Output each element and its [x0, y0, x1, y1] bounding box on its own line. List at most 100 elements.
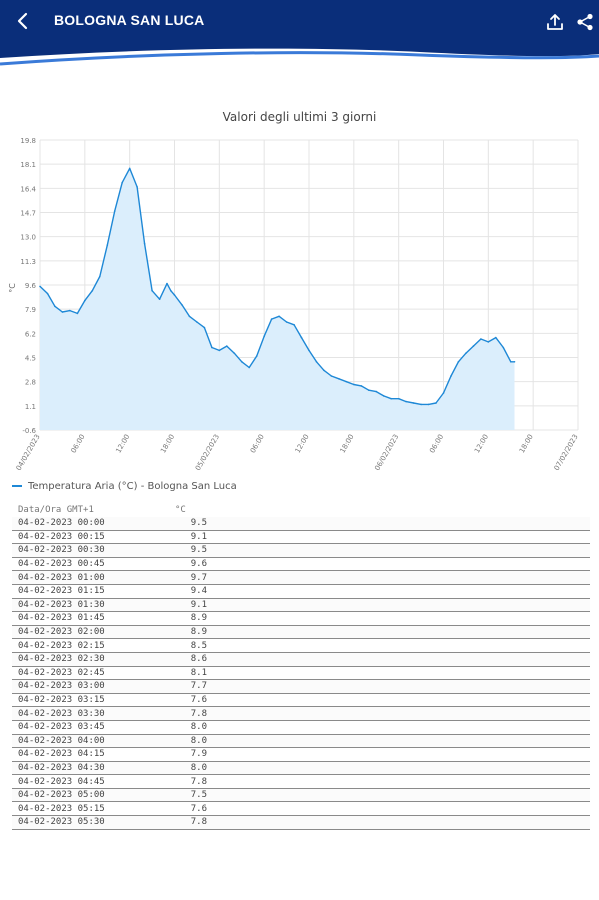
app-header: BOLOGNA SAN LUCA	[0, 0, 599, 74]
table-header-date: Data/Ora GMT+1	[18, 505, 94, 515]
data-point	[513, 361, 516, 363]
table-cell-date: 04-02-2023 04:00	[18, 735, 105, 746]
upload-icon	[547, 14, 563, 30]
data-point	[203, 326, 206, 329]
data-point	[345, 380, 348, 383]
data-point	[76, 312, 79, 315]
data-point	[241, 361, 243, 363]
data-point	[143, 243, 146, 245]
table-cell-value: 9.6	[190, 559, 207, 570]
table-row: 04-02-2023 01:00 9.7	[12, 571, 590, 585]
table-cell-date: 04-02-2023 03:30	[18, 708, 105, 719]
table-cell-value: 9.5	[190, 518, 207, 529]
x-tick-label: 12:00	[114, 433, 131, 454]
x-tick-label: 06:00	[428, 433, 445, 454]
table-cell-date: 04-02-2023 04:45	[18, 776, 105, 787]
data-point	[300, 336, 303, 339]
y-tick-label: 2.8	[25, 379, 36, 387]
data-point	[263, 335, 266, 337]
data-point	[472, 345, 475, 347]
data-point	[480, 338, 482, 340]
export-button[interactable]	[542, 9, 568, 35]
table-cell-value: 8.5	[190, 640, 207, 651]
share-button[interactable]	[572, 9, 598, 35]
table-row: 04-02-2023 04:00 8.0	[12, 734, 590, 749]
data-point	[170, 289, 172, 292]
table-cell-value: 7.8	[190, 776, 207, 787]
data-point	[315, 361, 318, 363]
x-tick-label: 18:00	[159, 433, 176, 454]
table-cell-value: 7.7	[190, 681, 207, 692]
y-tick-label: 7.9	[25, 306, 36, 314]
data-point	[226, 345, 228, 347]
table-cell-date: 04-02-2023 02:00	[18, 627, 105, 638]
table-cell-date: 04-02-2023 05:15	[18, 803, 105, 814]
data-point	[211, 346, 213, 349]
data-point	[233, 352, 236, 354]
data-point	[255, 355, 258, 357]
data-point	[293, 324, 295, 326]
table-cell-date: 04-02-2023 01:00	[18, 572, 105, 583]
table-cell-date: 04-02-2023 04:15	[18, 749, 105, 760]
y-tick-label: 9.6	[25, 282, 37, 290]
table-cell-value: 8.0	[190, 735, 207, 746]
data-point	[457, 361, 460, 363]
table-cell-value: 8.9	[190, 613, 207, 624]
y-tick-label: -0.6	[22, 427, 36, 435]
data-point	[360, 385, 363, 387]
data-point	[121, 181, 123, 184]
data-point	[69, 309, 71, 312]
table-cell-value: 9.7	[190, 572, 207, 583]
table-cell-date: 04-02-2023 03:15	[18, 695, 105, 706]
table-row: 04-02-2023 00:00 9.5	[12, 517, 590, 531]
data-point	[128, 167, 131, 170]
data-point	[84, 299, 86, 302]
data-point	[390, 397, 393, 400]
table-header: Data/Ora GMT+1 °C	[12, 503, 590, 517]
table-row: 04-02-2023 01:15 9.4	[12, 585, 590, 599]
chart-legend[interactable]: Temperatura Aria (°C) - Bologna San Luca	[12, 478, 237, 494]
table-cell-value: 9.5	[190, 545, 207, 556]
table-row: 04-02-2023 00:30 9.5	[12, 544, 590, 558]
x-tick-label: 07/02/2023	[553, 433, 580, 472]
data-point	[173, 294, 176, 296]
data-point	[405, 400, 407, 403]
table-cell-date: 04-02-2023 01:30	[18, 599, 105, 610]
table-cell-date: 04-02-2023 03:00	[18, 681, 105, 692]
data-point	[39, 285, 41, 288]
table-cell-date: 04-02-2023 00:15	[18, 531, 105, 542]
back-button[interactable]	[10, 8, 36, 34]
data-point	[136, 186, 138, 188]
legend-swatch	[12, 485, 22, 487]
data-point	[420, 403, 422, 406]
table-cell-value: 7.5	[190, 790, 207, 801]
table-header-value: °C	[175, 505, 186, 515]
data-point	[338, 378, 340, 380]
table-cell-value: 9.4	[190, 586, 207, 597]
table-cell-date: 04-02-2023 02:30	[18, 654, 105, 665]
table-cell-value: 8.0	[190, 762, 207, 773]
table-cell-value: 7.8	[190, 817, 207, 828]
data-point	[502, 346, 505, 349]
header-wave	[0, 48, 599, 74]
y-tick-label: 14.7	[20, 210, 36, 218]
data-point	[151, 289, 153, 292]
table-row: 04-02-2023 03:45 8.0	[12, 721, 590, 735]
table-body: 04-02-2023 00:00 9.5 04-02-2023 00:15 9.1 04…	[12, 517, 590, 830]
y-tick-label: 18.1	[20, 161, 36, 169]
data-point	[375, 390, 378, 393]
data-point	[181, 304, 183, 306]
table-row: 04-02-2023 03:15 7.6	[12, 694, 590, 708]
page-title: BOLOGNA SAN LUCA	[54, 12, 205, 28]
table-row: 04-02-2023 05:15 7.6	[12, 802, 590, 817]
table-row: 04-02-2023 04:45 7.8	[12, 775, 590, 789]
table-cell-value: 7.8	[190, 708, 207, 719]
table-row: 04-02-2023 04:15 7.9	[12, 748, 590, 762]
table-cell-date: 04-02-2023 05:30	[18, 817, 105, 828]
table-cell-date: 04-02-2023 02:15	[18, 640, 105, 651]
table-cell-date: 04-02-2023 04:30	[18, 762, 105, 773]
table-cell-value: 8.9	[190, 627, 207, 638]
data-table: Data/Ora GMT+1 °C 04-02-2023 00:00 9.5 04-…	[12, 503, 590, 830]
table-cell-date: 04-02-2023 00:00	[18, 518, 105, 529]
data-point	[308, 349, 310, 352]
